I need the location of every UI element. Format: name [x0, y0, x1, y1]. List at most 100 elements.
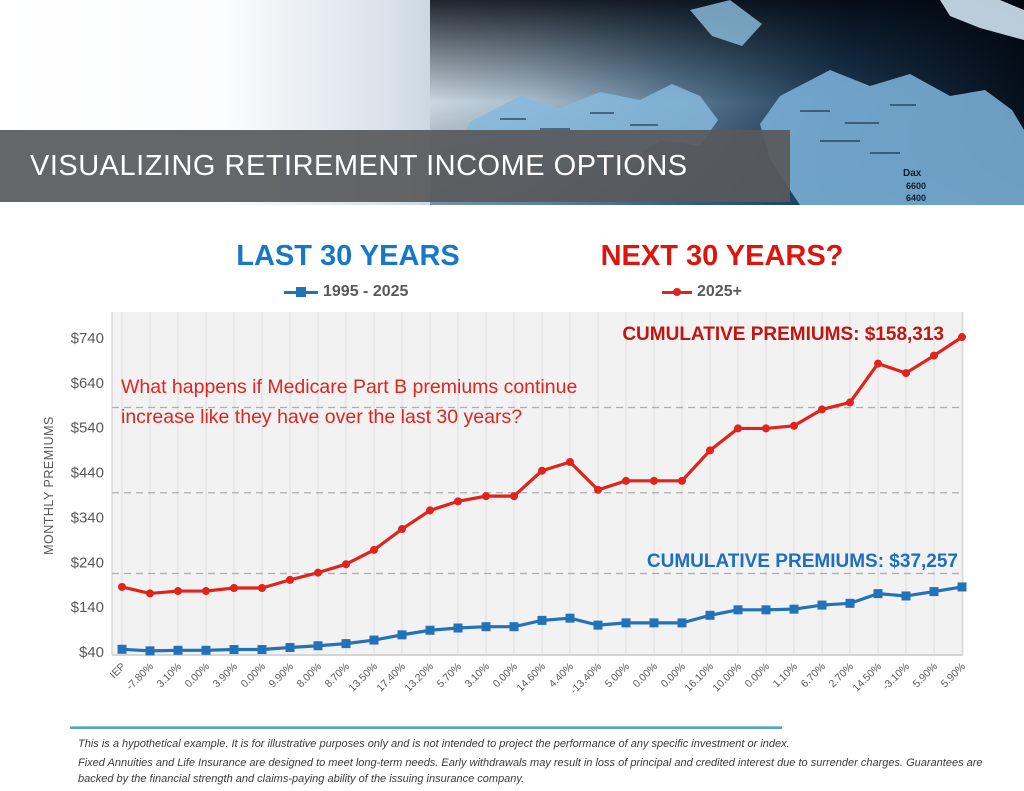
blue-series-point	[285, 643, 295, 653]
blue-series-point	[537, 615, 547, 625]
blue-series-point	[733, 605, 743, 615]
red-series-point	[202, 587, 210, 596]
blue-series-point	[593, 620, 603, 630]
blue-series-point	[397, 630, 407, 640]
x-tick-label: 17.40%	[374, 661, 408, 695]
question-annotation: What happens if Medicare Part B premiums…	[121, 372, 701, 432]
red-series-point	[762, 424, 770, 433]
red-series-point	[146, 589, 154, 598]
red-series-point	[118, 582, 126, 591]
red-series-point	[930, 351, 938, 360]
blue-series-point	[313, 641, 323, 651]
blue-series-point	[761, 605, 771, 615]
red-series-point	[342, 560, 350, 569]
red-series-point	[454, 497, 462, 506]
x-tick-label: 3.90%	[211, 661, 241, 691]
x-tick-label: 5.90%	[939, 661, 969, 691]
y-tick-label: $240	[71, 554, 104, 571]
blue-series-point	[901, 591, 911, 601]
x-tick-label: -3.10%	[880, 661, 912, 693]
x-tick-label: 14.60%	[514, 661, 548, 695]
x-tick-label: IEP	[108, 661, 128, 681]
x-tick-label: 0.00%	[239, 661, 269, 691]
blue-series-point	[677, 618, 687, 628]
banner-photo-text-6400: 6400	[906, 193, 926, 203]
red-series-point	[370, 545, 378, 554]
red-series-point	[174, 587, 182, 596]
x-tick-label: 3.10%	[463, 661, 493, 691]
blue-series-point	[453, 623, 463, 633]
blue-series-point	[957, 582, 967, 592]
legend-2025-plus-label: 2025+	[697, 283, 742, 300]
bull-figure-shape	[760, 70, 1024, 205]
red-series-point	[398, 525, 406, 534]
legend-2025-plus: 2025+	[662, 283, 742, 301]
x-tick-label: 0.00%	[743, 661, 773, 691]
red-series-point	[650, 476, 658, 485]
x-tick-label: 13.20%	[402, 661, 436, 695]
x-tick-label: 6.70%	[799, 661, 829, 691]
x-tick-label: 3.10%	[155, 661, 185, 691]
red-series-point	[874, 359, 882, 368]
red-series-point	[426, 506, 434, 515]
blue-series-point	[201, 645, 211, 655]
newsprint-dashes	[500, 104, 916, 154]
blue-series-point	[705, 610, 715, 620]
blue-series-point	[565, 613, 575, 623]
blue-series-point	[257, 645, 267, 655]
legend-1995-2025-label: 1995 - 2025	[323, 283, 409, 300]
x-tick-label: 13.50%	[346, 661, 380, 695]
footer-divider	[70, 726, 782, 729]
red-series-marker-icon	[662, 288, 692, 296]
red-series-point	[902, 369, 910, 378]
blue-series-point	[341, 639, 351, 649]
red-series-point	[286, 575, 294, 584]
blue-series-point	[145, 646, 155, 656]
x-tick-label: 5.90%	[911, 661, 941, 691]
question-line-2: increase like they have over the last 30…	[121, 406, 523, 429]
y-tick-label: $340	[71, 509, 104, 526]
x-tick-label: 14.50%	[850, 661, 884, 695]
footer-disclaimer-2: Fixed Annuities and Life Insurance are d…	[78, 757, 983, 785]
x-tick-label: 0.00%	[183, 661, 213, 691]
red-series-point	[706, 446, 714, 455]
bull-horn-shape	[690, 0, 762, 46]
heading-last-30-years: LAST 30 YEARS	[236, 240, 460, 272]
x-tick-label: -13.40%	[568, 661, 604, 697]
question-line-1: What happens if Medicare Part B premiums…	[121, 376, 578, 398]
blue-series-point	[649, 618, 659, 628]
blue-series-point	[873, 589, 883, 599]
blue-series-point	[229, 645, 239, 655]
legend-1995-2025: 1995 - 2025	[284, 283, 408, 301]
blue-series-point	[173, 645, 183, 655]
blue-series-point	[117, 644, 127, 654]
y-tick-label: $740	[71, 330, 104, 347]
red-series-point	[594, 485, 602, 494]
x-tick-label: -7.80%	[124, 661, 156, 693]
blue-series-point	[369, 635, 379, 645]
blue-series-point	[481, 622, 491, 632]
x-tick-label: 5.00%	[603, 661, 633, 691]
footer-disclaimer-1: This is a hypothetical example. It is fo…	[78, 738, 790, 750]
y-tick-label: $540	[71, 420, 104, 437]
red-cumulative-premiums-label: CUMULATIVE PREMIUMS: $158,313	[622, 324, 944, 345]
pointing-finger-shape	[940, 0, 1024, 40]
red-series-point	[846, 398, 854, 407]
red-series-point	[622, 476, 630, 485]
red-series-point	[482, 492, 490, 501]
blue-series-marker-icon	[284, 287, 318, 297]
title-bar: VISUALIZING RETIREMENT INCOME OPTIONS	[0, 130, 790, 202]
x-tick-label: 1.10%	[771, 661, 801, 691]
red-series-point	[734, 424, 742, 433]
y-tick-label: $640	[71, 375, 104, 392]
red-series-point	[258, 583, 266, 592]
red-series-point	[818, 405, 826, 414]
red-series-point	[790, 421, 798, 430]
x-tick-label: 5.70%	[435, 661, 465, 691]
x-tick-label: 8.00%	[295, 661, 325, 691]
banner-photo-text-dax: Dax	[903, 168, 922, 179]
red-series-point	[678, 476, 686, 485]
blue-series-point	[789, 604, 799, 614]
plot-area	[112, 312, 963, 655]
